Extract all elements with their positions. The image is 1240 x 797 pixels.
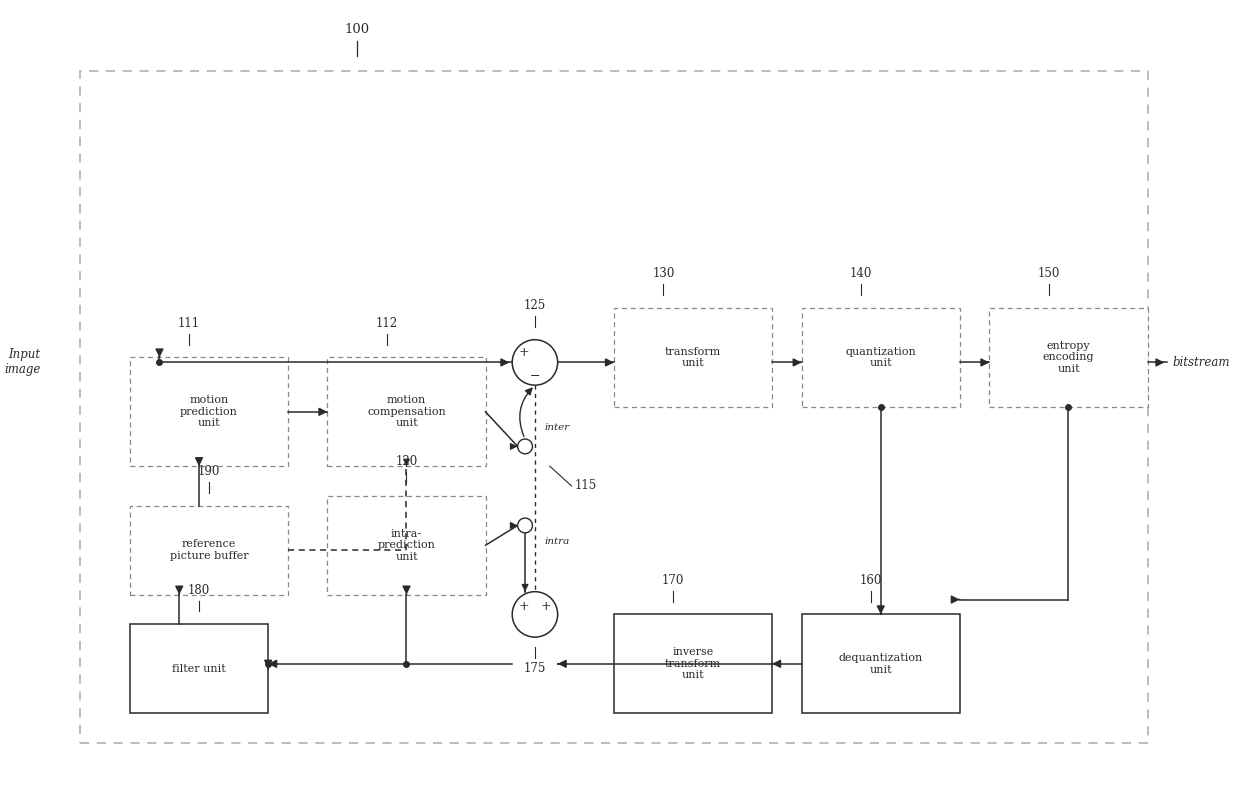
FancyBboxPatch shape: [990, 308, 1147, 407]
Text: 140: 140: [849, 268, 872, 281]
Text: +: +: [541, 600, 551, 613]
Text: +: +: [518, 600, 529, 613]
Text: +: +: [518, 346, 529, 359]
Circle shape: [517, 518, 532, 533]
Text: 125: 125: [523, 299, 546, 312]
Text: inter: inter: [544, 422, 570, 432]
Text: reference
picture buffer: reference picture buffer: [170, 540, 248, 561]
Text: 111: 111: [179, 317, 200, 330]
Text: 180: 180: [188, 583, 210, 597]
Text: 175: 175: [523, 662, 546, 675]
FancyBboxPatch shape: [802, 308, 960, 407]
Text: quantization
unit: quantization unit: [846, 347, 916, 368]
Text: −: −: [529, 370, 541, 383]
FancyBboxPatch shape: [614, 308, 773, 407]
Circle shape: [512, 591, 558, 637]
Text: 112: 112: [376, 317, 398, 330]
FancyBboxPatch shape: [327, 358, 486, 466]
FancyBboxPatch shape: [130, 506, 288, 595]
Text: Input
image: Input image: [5, 348, 41, 376]
Text: 160: 160: [859, 574, 882, 587]
Circle shape: [517, 439, 532, 453]
Text: transform
unit: transform unit: [665, 347, 722, 368]
Text: 190: 190: [197, 465, 219, 478]
Text: inverse
transform
unit: inverse transform unit: [665, 647, 722, 681]
Text: 150: 150: [1038, 268, 1060, 281]
Text: entropy
encoding
unit: entropy encoding unit: [1043, 341, 1094, 374]
Text: filter unit: filter unit: [172, 664, 226, 673]
FancyBboxPatch shape: [614, 614, 773, 713]
Text: 100: 100: [345, 23, 370, 37]
Text: intra: intra: [544, 537, 570, 546]
FancyBboxPatch shape: [327, 496, 486, 595]
Text: motion
prediction
unit: motion prediction unit: [180, 395, 238, 429]
Circle shape: [512, 340, 558, 385]
Text: 170: 170: [662, 574, 684, 587]
Text: 115: 115: [574, 480, 596, 493]
Text: dequantization
unit: dequantization unit: [838, 653, 923, 674]
Text: bitstream: bitstream: [1172, 356, 1230, 369]
Text: intra-
prediction
unit: intra- prediction unit: [377, 528, 435, 562]
FancyBboxPatch shape: [130, 624, 268, 713]
Text: 120: 120: [396, 455, 418, 468]
Text: motion
compensation
unit: motion compensation unit: [367, 395, 446, 429]
FancyBboxPatch shape: [802, 614, 960, 713]
FancyBboxPatch shape: [130, 358, 288, 466]
Text: 130: 130: [652, 268, 675, 281]
